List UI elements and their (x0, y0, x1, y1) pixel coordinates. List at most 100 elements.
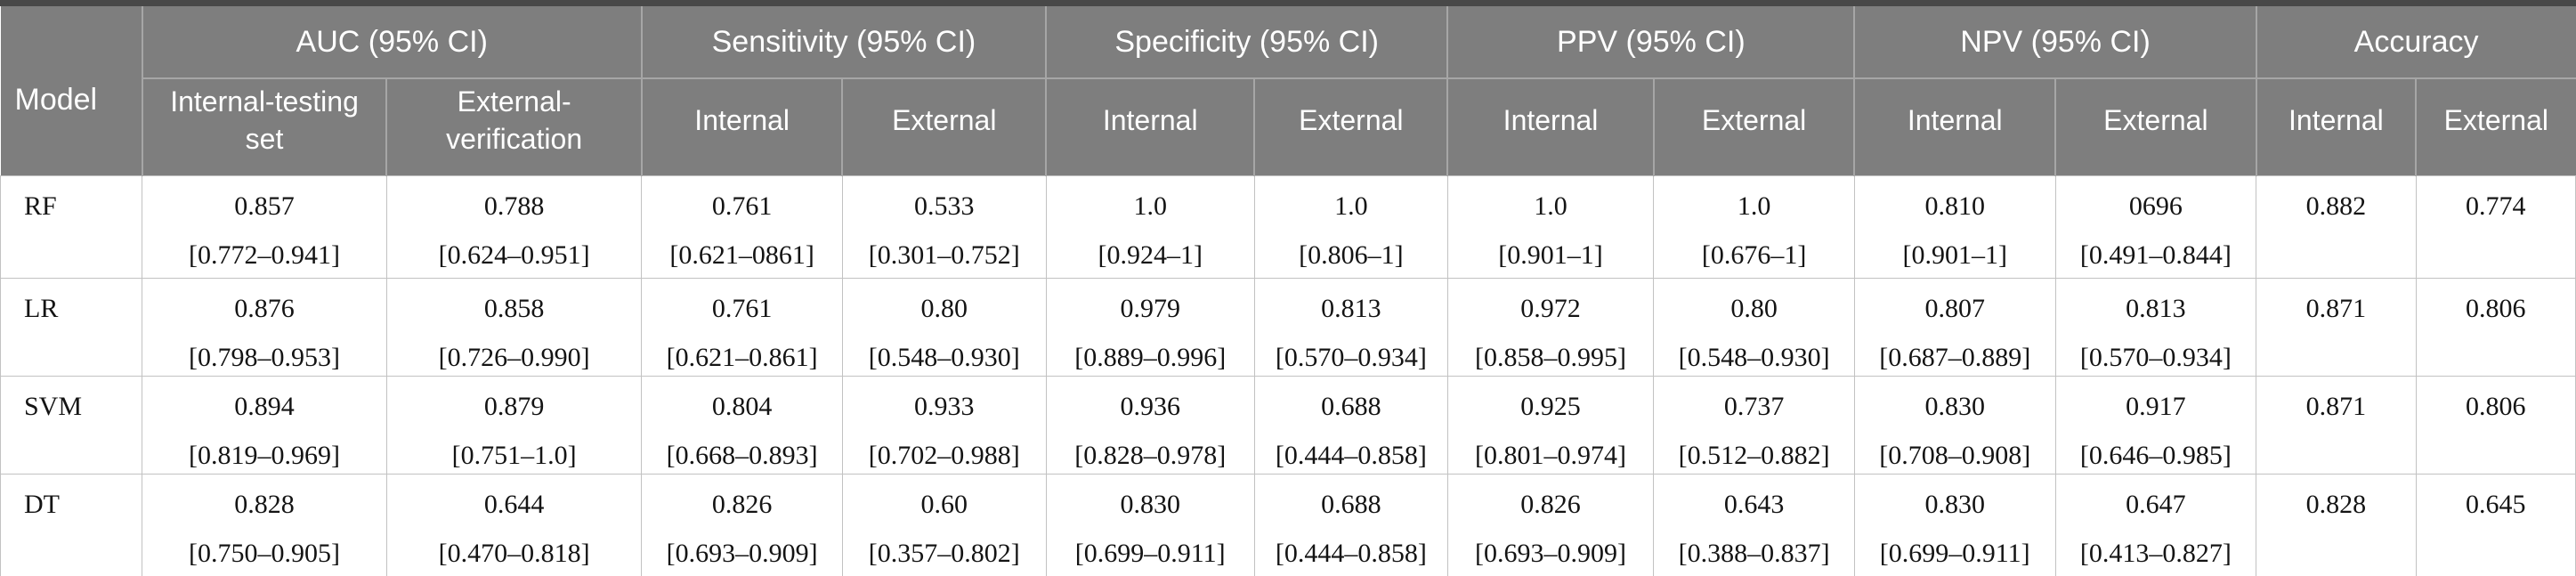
table-cell: 0.858 [0.726–0.990] (385, 278, 643, 377)
col-header-npv-internal: Internal (1853, 78, 2056, 176)
col-header-auc-internal: Internal-testing set (141, 78, 387, 176)
col-header-acc-internal: Internal (2255, 78, 2417, 176)
metric-ci: [0.470–0.818] (438, 539, 590, 568)
metric-value: 0.979 (1120, 294, 1180, 323)
metric-ci: [0.750–0.905] (189, 539, 341, 568)
model-cell: RF (0, 175, 143, 279)
metric-ci: [0.548–0.930] (1678, 343, 1830, 372)
metric-value: 0.871 (2305, 392, 2367, 421)
metric-value: 0.830 (1924, 490, 1985, 519)
metric-ci: [0.901–1] (1902, 240, 2007, 270)
metric-ci: [0.858–0.995] (1475, 343, 1627, 372)
metric-value: 0.826 (711, 490, 773, 519)
table-cell: 0.804 [0.668–0.893] (641, 376, 843, 475)
table-cell: 1.0 [0.924–1] (1045, 175, 1255, 279)
table-row-lr: LR 0.876 [0.798–0.953] 0.858 [0.726–0.990]… (0, 278, 2576, 377)
table-cell: 0.813 [0.570–0.934] (1253, 278, 1448, 377)
metric-value: 0.830 (1924, 392, 1985, 421)
metric-ci: [0.357–0.802] (868, 539, 1020, 568)
table-cell: 0.871 (2256, 376, 2417, 475)
col-header-npv-external: External (2054, 78, 2256, 176)
table-cell: 0.830 [0.699–0.911] (1853, 474, 2056, 576)
metric-value: 0.828 (2305, 490, 2367, 519)
metric-ci: [0.621–0.861] (666, 343, 818, 372)
metric-value: 0.761 (711, 294, 773, 323)
metric-ci: [0.901–1] (1498, 240, 1603, 270)
table-cell: 0.871 (2256, 278, 2417, 377)
metric-value: 1.0 (1737, 191, 1771, 221)
metric-ci: [0.687–0.889] (1879, 343, 2031, 372)
table-cell: 0.828 (2256, 474, 2417, 576)
table-row-dt: DT 0.828 [0.750–0.905] 0.644 [0.470–0.818]… (0, 474, 2576, 576)
metric-value: 0.761 (711, 191, 773, 221)
metric-ci: [0.621–0861] (669, 240, 814, 270)
table-cell: 0.688 [0.444–0.858] (1253, 376, 1448, 475)
col-group-ppv: PPV (95% CI) (1446, 6, 1855, 79)
metric-value: 0.882 (2305, 191, 2367, 221)
metric-value: 0.972 (1520, 294, 1581, 323)
metric-ci: [0.693–0.909] (1475, 539, 1627, 568)
metric-value: 0.644 (483, 490, 545, 519)
table-row-svm: SVM 0.894 [0.819–0.969] 0.879 [0.751–1.0] … (0, 376, 2576, 475)
col-header-model: Model (0, 6, 142, 176)
metric-value: 0.925 (1520, 392, 1581, 421)
table-cell: 0.830 [0.708–0.908] (1853, 376, 2056, 475)
metric-value: 0.533 (914, 191, 975, 221)
metric-ci: [0.570–0.934] (1275, 343, 1427, 372)
metric-ci: [0.798–0.953] (189, 343, 341, 372)
col-group-accuracy: Accuracy (2255, 6, 2576, 79)
metric-ci: [0.570–0.934] (2079, 343, 2232, 372)
table-row-rf: RF 0.857 [0.772–0.941] 0.788 [0.624–0.951]… (0, 175, 2576, 279)
table-cell: 0.979 [0.889–0.996] (1045, 278, 1255, 377)
metric-value: 0.810 (1924, 191, 1985, 221)
table-cell: 0.774 (2415, 175, 2576, 279)
metric-ci: [0.699–0.911] (1879, 539, 2030, 568)
metric-value: 0.737 (1723, 392, 1785, 421)
metric-value: 0.936 (1120, 392, 1180, 421)
metric-value: 0.813 (2126, 294, 2186, 323)
metric-ci: [0.751–1.0] (451, 441, 577, 470)
table-cell: 0.828 [0.750–0.905] (142, 474, 387, 576)
table-cell: 0.643 [0.388–0.837] (1653, 474, 1855, 576)
metric-ci: [0.413–0.827] (2079, 539, 2232, 568)
table-cell: 0.688 [0.444–0.858] (1253, 474, 1448, 576)
table-cell: 0.882 (2256, 175, 2417, 279)
table-cell: 0.826 [0.693–0.909] (641, 474, 843, 576)
metric-value: 0.788 (483, 191, 545, 221)
table-cell: 0.933 [0.702–0.988] (841, 376, 1047, 475)
col-header-sens-internal: Internal (640, 78, 843, 176)
table-cell: 0.645 (2415, 474, 2576, 576)
table-cell: 0.936 [0.828–0.978] (1045, 376, 1255, 475)
metric-ci: [0.693–0.909] (666, 539, 818, 568)
table-cell: 0.830 [0.699–0.911] (1045, 474, 1255, 576)
metric-value: 0.645 (2466, 490, 2526, 519)
table-cell: 0.806 (2415, 376, 2576, 475)
table-cell: 0.788 [0.624–0.951] (385, 175, 643, 279)
table-cell: 0.533 [0.301–0.752] (841, 175, 1047, 279)
col-header-ppv-internal: Internal (1446, 78, 1654, 176)
table-cell: 0.60 [0.357–0.802] (841, 474, 1047, 576)
col-header-auc-external: External-verification (385, 78, 642, 176)
metric-ci: [0.801–0.974] (1475, 441, 1627, 470)
table-cell: 0.810 [0.901–1] (1853, 175, 2056, 279)
metric-value: 0.830 (1120, 490, 1180, 519)
table-top-rule (0, 0, 2576, 6)
metric-value: 0.826 (1520, 490, 1581, 519)
metric-value: 0.828 (234, 490, 295, 519)
metric-ci: [0.624–0.951] (438, 240, 590, 270)
metric-ci: [0.889–0.996] (1074, 343, 1227, 372)
table-cell: 0.807 [0.687–0.889] (1853, 278, 2056, 377)
metric-value: 0.647 (2126, 490, 2186, 519)
metric-ci: [0.772–0.941] (189, 240, 341, 270)
metric-value: 0.80 (1730, 294, 1778, 323)
metric-value: 0.813 (1321, 294, 1381, 323)
metric-value: 1.0 (1334, 191, 1368, 221)
table-cell: 0.972 [0.858–0.995] (1446, 278, 1655, 377)
metric-ci: [0.491–0.844] (2079, 240, 2232, 270)
table-cell: 0.80 [0.548–0.930] (841, 278, 1047, 377)
table-cell: 0.876 [0.798–0.953] (142, 278, 387, 377)
metric-value: 1.0 (1133, 191, 1167, 221)
col-group-sensitivity: Sensitivity (95% CI) (640, 6, 1047, 79)
metric-value: 0.871 (2305, 294, 2367, 323)
